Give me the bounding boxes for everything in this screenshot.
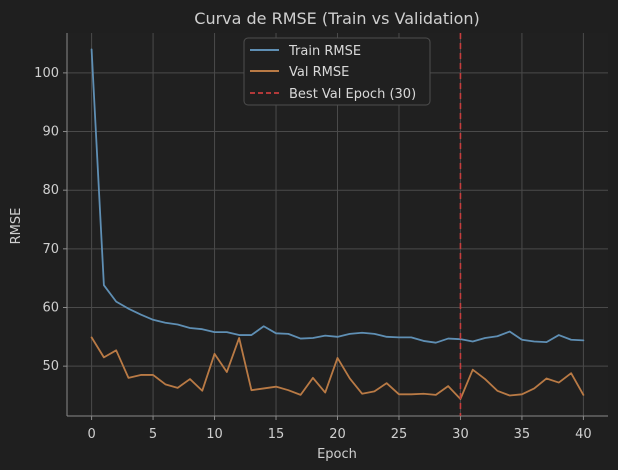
y-tick-label-4: 90 bbox=[42, 125, 59, 140]
y-axis-label: RMSE bbox=[9, 208, 24, 245]
y-tick-label-5: 100 bbox=[34, 66, 59, 81]
series-lines bbox=[90, 48, 585, 400]
x-tick-label-2: 10 bbox=[206, 427, 223, 442]
legend: Train RMSE Val RMSE Best Val Epoch (30) bbox=[243, 37, 431, 106]
x-axis-label: Epoch bbox=[317, 447, 357, 462]
y-tick-label-1: 60 bbox=[42, 300, 59, 315]
x-tick-label-1: 5 bbox=[149, 427, 157, 442]
tick-labels: 0 5 10 15 20 25 30 35 40 50 60 70 80 90 100 bbox=[34, 66, 592, 442]
x-tick-label-5: 25 bbox=[391, 427, 408, 442]
series-line-1 bbox=[90, 336, 585, 400]
x-tick-label-6: 30 bbox=[452, 427, 469, 442]
legend-train-label: Train RMSE bbox=[288, 44, 361, 59]
x-tick-label-4: 20 bbox=[329, 427, 346, 442]
y-tick-label-3: 80 bbox=[42, 183, 59, 198]
x-tick-label-7: 35 bbox=[514, 427, 531, 442]
legend-best-epoch-label: Best Val Epoch (30) bbox=[289, 87, 416, 102]
x-tick-label-0: 0 bbox=[87, 427, 95, 442]
chart-title: Curva de RMSE (Train vs Validation) bbox=[194, 9, 479, 28]
legend-val-label: Val RMSE bbox=[289, 65, 349, 80]
legend-box bbox=[243, 37, 431, 106]
y-tick-label-2: 70 bbox=[42, 242, 59, 257]
y-tick-label-0: 50 bbox=[42, 359, 59, 374]
x-tick-label-3: 15 bbox=[268, 427, 285, 442]
series-line-0 bbox=[90, 48, 585, 344]
x-tick-label-8: 40 bbox=[575, 427, 592, 442]
